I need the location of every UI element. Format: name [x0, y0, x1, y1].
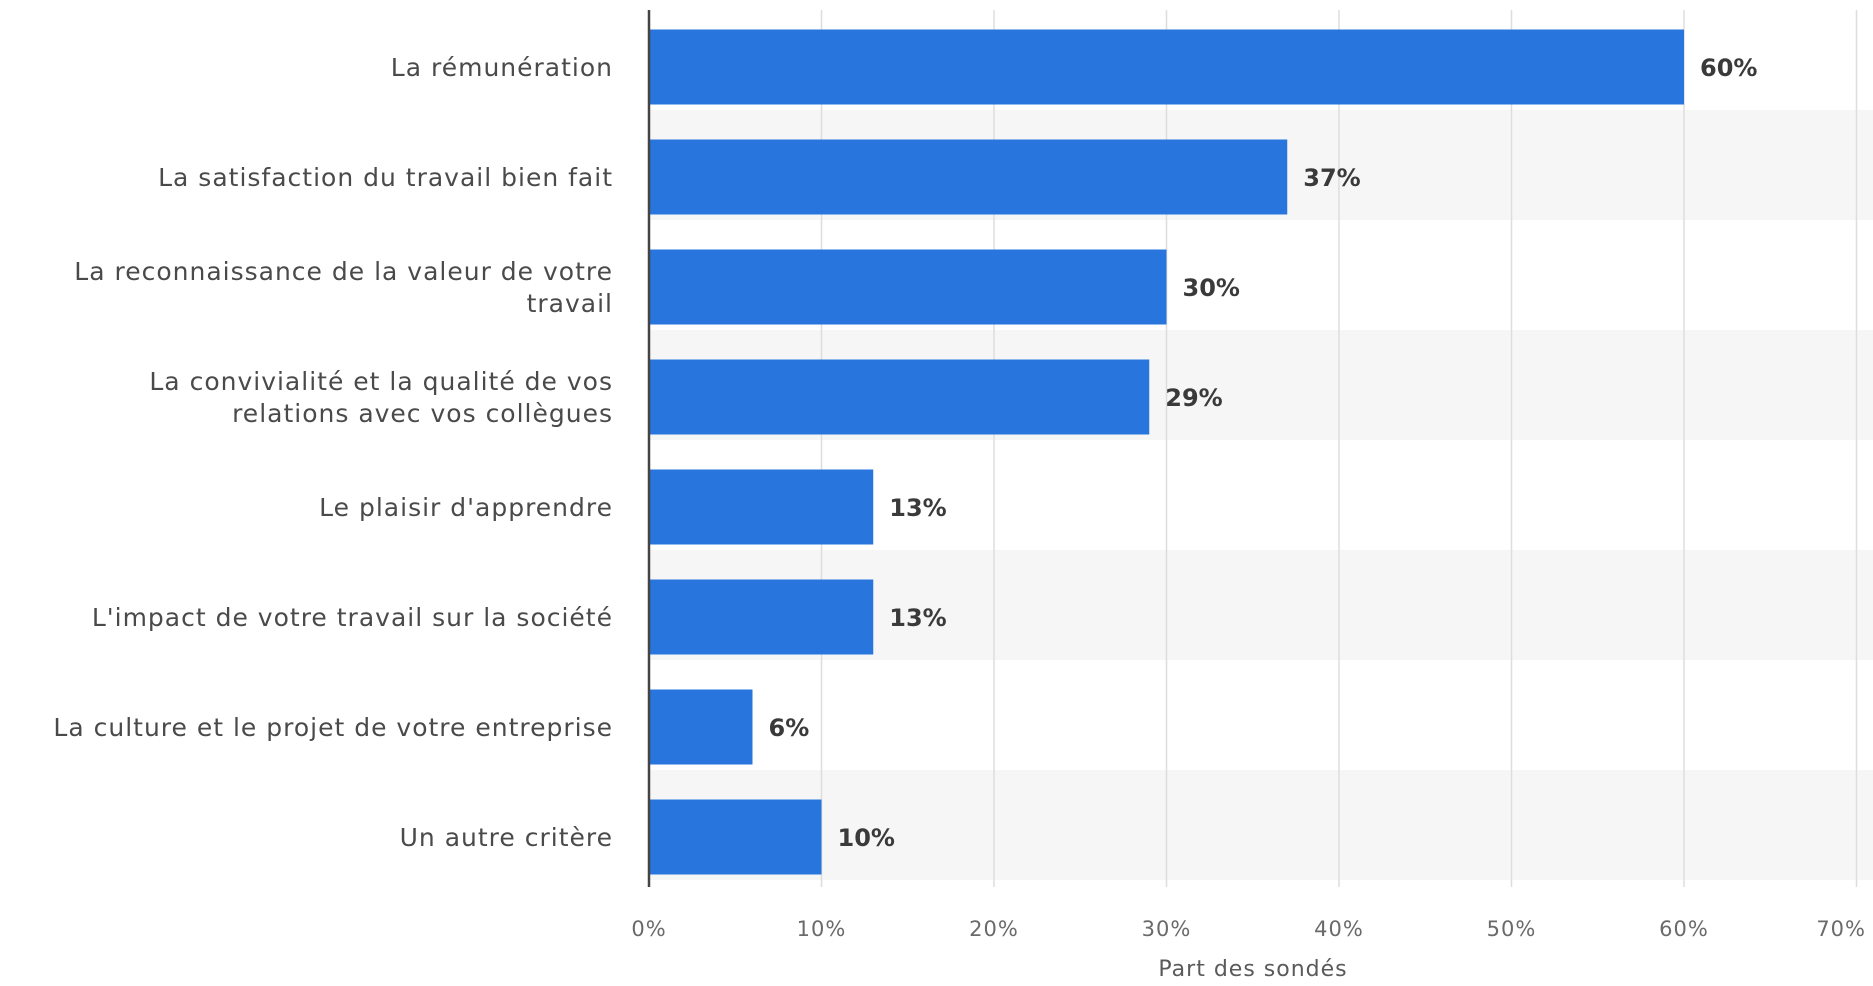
value-label: 30%: [1183, 274, 1240, 302]
value-label: 6%: [769, 714, 810, 742]
bar: [649, 29, 1684, 105]
bar: [649, 139, 1288, 215]
category-label: L'impact de votre travail sur la société: [92, 603, 613, 632]
category-label: travail: [527, 289, 613, 318]
x-tick-label: 0%: [631, 917, 666, 941]
value-label: 37%: [1303, 164, 1360, 192]
bar: [649, 689, 753, 765]
value-label: 13%: [889, 494, 946, 522]
x-axis-title: Part des sondés: [1158, 957, 1347, 982]
category-label: relations avec vos collègues: [232, 399, 613, 428]
category-label: La rémunération: [391, 53, 613, 82]
category-label: Un autre critère: [400, 823, 613, 852]
x-tick-label: 10%: [797, 917, 847, 941]
bar: [649, 249, 1167, 325]
row-band: [649, 770, 1873, 880]
x-tick-label: 40%: [1314, 917, 1364, 941]
bars: [649, 29, 1684, 875]
row-bands: [649, 110, 1873, 880]
x-tick-label: 20%: [969, 917, 1019, 941]
category-label: La reconnaissance de la valeur de votre: [74, 257, 613, 286]
category-labels: La rémunération La satisfaction du travai…: [53, 53, 613, 852]
category-label: La convivialité et la qualité de vos: [149, 367, 613, 396]
value-label: 13%: [889, 604, 946, 632]
value-labels: 60% 37% 30% 29% 13% 13% 6% 10%: [769, 54, 1758, 852]
category-label: La culture et le projet de votre entrepr…: [53, 713, 613, 742]
x-tick-label: 70%: [1816, 917, 1866, 941]
value-label: 60%: [1700, 54, 1757, 82]
x-tick-label: 30%: [1142, 917, 1192, 941]
x-tick-labels: 0% 10% 20% 30% 40% 50% 60% 70%: [631, 917, 1866, 941]
bar: [649, 359, 1150, 435]
bar: [649, 579, 874, 655]
bar: [649, 799, 822, 875]
x-tick-label: 50%: [1487, 917, 1537, 941]
value-label: 29%: [1165, 384, 1222, 412]
category-label: La satisfaction du travail bien fait: [158, 163, 613, 192]
value-label: 10%: [838, 824, 895, 852]
bar: [649, 469, 874, 545]
category-label: Le plaisir d'apprendre: [319, 493, 613, 522]
x-tick-label: 60%: [1659, 917, 1709, 941]
